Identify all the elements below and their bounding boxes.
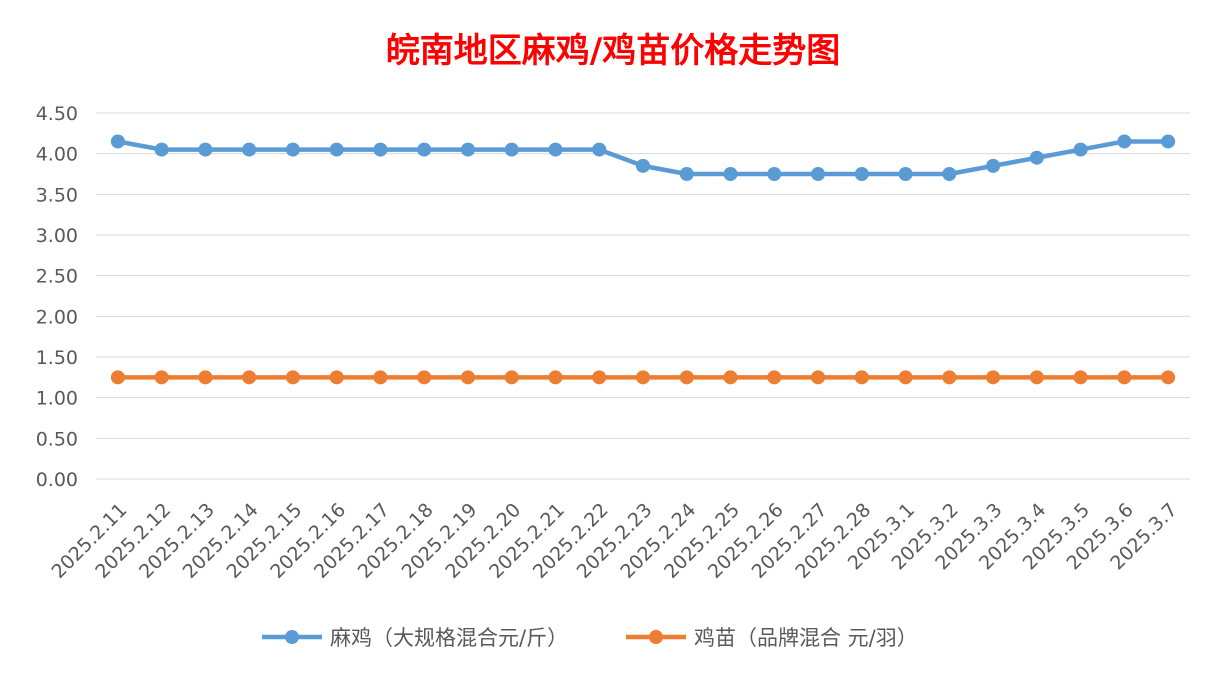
data-point — [329, 142, 344, 157]
y-tick-label: 4.00 — [36, 144, 78, 166]
data-point — [636, 158, 650, 173]
data-point — [1117, 134, 1132, 149]
y-axis: 0.00 0.50 1.00 1.50 2.00 2.50 3.00 3.50 4.00 4.50 — [36, 103, 78, 491]
data-point — [942, 167, 957, 181]
gridlines — [96, 112, 1190, 480]
series-2 — [110, 370, 1176, 385]
chart-title: 皖南地区麻鸡/鸡苗价格走势图 — [386, 31, 840, 71]
data-point — [854, 370, 869, 385]
y-tick-label: 1.50 — [36, 347, 78, 369]
y-tick-label: 4.50 — [36, 103, 78, 125]
data-point — [110, 370, 125, 385]
data-point — [373, 142, 388, 157]
data-point — [548, 370, 563, 385]
legend-label: 麻鸡（大规格混合元/斤） — [330, 626, 568, 650]
data-point — [942, 370, 957, 385]
data-point — [198, 370, 213, 385]
data-point — [460, 142, 475, 157]
data-point — [198, 142, 213, 157]
data-point — [679, 167, 694, 181]
data-point — [417, 142, 432, 157]
data-point — [504, 142, 519, 157]
legend-swatch-marker — [649, 630, 663, 644]
data-point — [460, 370, 475, 385]
data-point — [242, 370, 257, 385]
y-tick-label: 0.50 — [36, 428, 78, 450]
y-tick-label: 2.00 — [36, 306, 78, 328]
data-point — [110, 134, 125, 149]
series-1 — [110, 134, 1176, 181]
data-point — [373, 370, 388, 385]
data-point — [986, 370, 1001, 385]
data-point — [154, 370, 169, 385]
legend-swatch-marker — [285, 630, 299, 644]
data-point — [767, 167, 782, 181]
data-point — [242, 142, 257, 157]
data-point — [636, 370, 650, 385]
data-point — [811, 370, 826, 385]
data-point — [723, 370, 738, 385]
data-point — [1073, 370, 1088, 385]
data-point — [1073, 142, 1088, 157]
data-point — [1161, 370, 1176, 385]
legend-label: 鸡苗（品牌混合 元/羽） — [694, 626, 918, 650]
legend: 麻鸡（大规格混合元/斤） 鸡苗（品牌混合 元/羽） — [262, 626, 918, 650]
y-tick-label: 3.50 — [36, 184, 78, 206]
data-point — [154, 142, 169, 157]
y-tick-label: 2.50 — [36, 266, 78, 288]
data-point — [898, 370, 913, 385]
series-layer — [110, 134, 1176, 385]
data-point — [592, 370, 607, 385]
legend-item-1: 麻鸡（大规格混合元/斤） — [262, 626, 568, 650]
data-point — [548, 142, 563, 157]
data-point — [504, 370, 519, 385]
data-point — [1117, 370, 1132, 385]
data-point — [854, 167, 869, 181]
data-point — [329, 370, 344, 385]
legend-item-2: 鸡苗（品牌混合 元/羽） — [626, 626, 918, 650]
data-point — [986, 158, 1001, 173]
data-point — [679, 370, 694, 385]
data-point — [898, 167, 913, 181]
y-tick-label: 3.00 — [36, 225, 78, 247]
data-point — [592, 142, 607, 157]
y-tick-label: 0.00 — [36, 469, 78, 491]
data-point — [1029, 150, 1044, 165]
data-point — [723, 167, 738, 181]
data-point — [1029, 370, 1044, 385]
y-tick-label: 1.00 — [36, 388, 78, 410]
data-point — [285, 142, 300, 157]
data-point — [417, 370, 432, 385]
data-point — [767, 370, 782, 385]
data-point — [811, 167, 826, 181]
data-point — [1161, 134, 1176, 149]
data-point — [285, 370, 300, 385]
